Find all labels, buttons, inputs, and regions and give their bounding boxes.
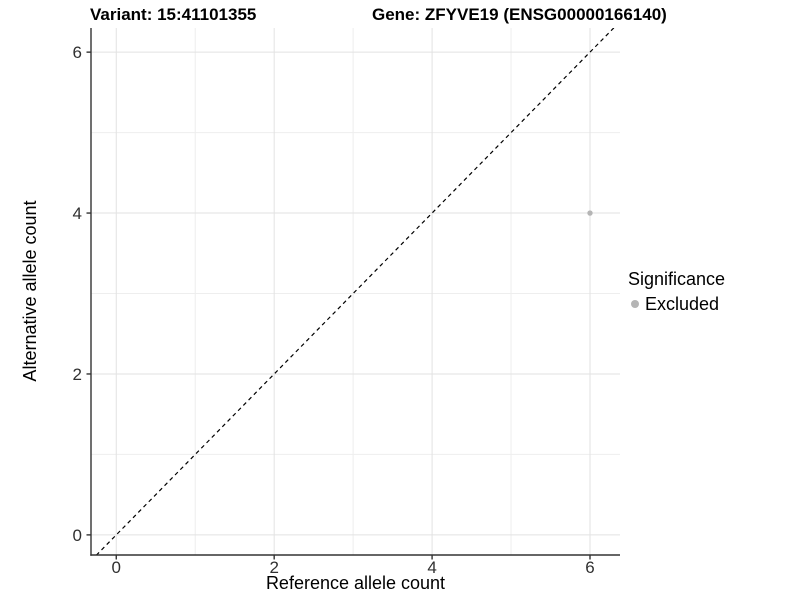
legend-items: Excluded: [628, 293, 725, 315]
x-axis-title: Reference allele count: [265, 573, 446, 593]
x-tick-label: 4: [427, 558, 436, 577]
variant-title: Variant: 15:41101355: [90, 5, 257, 24]
y-tick-label: 0: [73, 526, 82, 545]
legend-title: Significance: [628, 269, 726, 289]
y-tick-label: 6: [73, 43, 82, 62]
gene-title: Gene: ZFYVE19 (ENSG00000166140): [372, 5, 667, 24]
legend-item-label: Excluded: [645, 294, 720, 314]
legend: Significance Excluded: [628, 268, 725, 315]
x-tick-label: 6: [585, 558, 594, 577]
data-point: [587, 210, 593, 216]
x-tick-label: 0: [112, 558, 121, 577]
legend-key-point-icon: [631, 300, 639, 308]
y-tick-label: 4: [73, 204, 82, 223]
identity-dashed-line: [95, 28, 615, 555]
y-tick-label: 2: [73, 365, 82, 384]
legend-item: Excluded: [628, 293, 725, 315]
x-tick-label: 2: [269, 558, 278, 577]
y-axis-title: Alternative allele count: [20, 200, 40, 382]
